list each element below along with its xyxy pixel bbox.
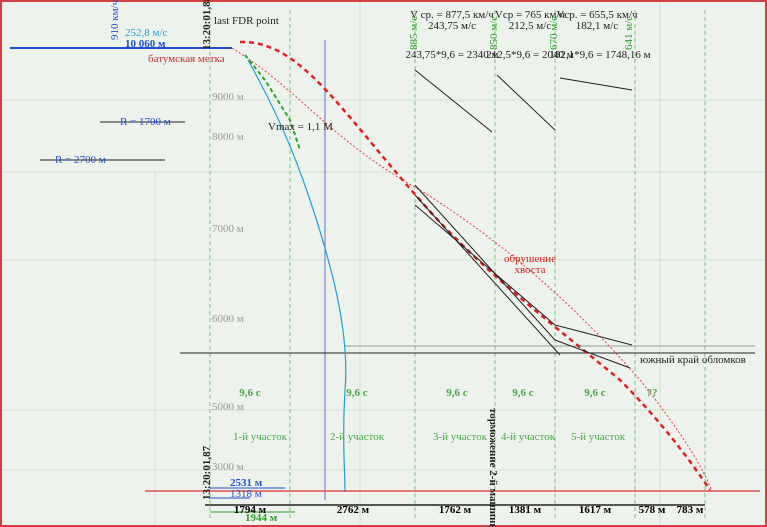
seg2-calc: 212,5*9,6 = 2040 м: [486, 49, 573, 61]
distance: 1762 м: [439, 504, 472, 516]
distance: 578 м: [639, 504, 666, 516]
seg2-ms: 212,5 м/с: [509, 20, 552, 32]
interval: 9,6 с: [584, 387, 606, 399]
vs1: 885 м/с: [408, 16, 420, 50]
seg1-ms: 243,75 м/с: [428, 20, 476, 32]
r2700-label: R = 2700 м: [55, 154, 106, 166]
time-bottom: 13:20:01,87: [201, 445, 213, 500]
alt: 9000 м: [212, 91, 244, 103]
rows: 9,6 с 9,6 с 9,6 с 9,6 с 9,6 с ?? 1-й участок 2-…: [233, 387, 704, 516]
segment-lines: [414, 69, 633, 369]
r1700-label: R = 1700 м: [120, 116, 171, 128]
interval: 9,6 с: [446, 387, 468, 399]
vs4: 641 м/с: [623, 16, 635, 50]
speed-ms: 252,8 м/с: [125, 27, 168, 39]
mark: батумская метка: [148, 53, 225, 65]
time-top: 13:20:01,88: [201, 0, 213, 50]
interval: 9,6 с: [346, 387, 368, 399]
distance: 2762 м: [337, 504, 370, 516]
interval: ??: [647, 387, 658, 399]
event-1: обрушение: [504, 253, 556, 265]
distance: 1794 м: [234, 504, 267, 516]
alt: 8000 м: [212, 131, 244, 143]
interval: 9,6 с: [512, 387, 534, 399]
distance: 783 м: [677, 504, 704, 516]
d-top-1: 2531 м: [230, 477, 263, 489]
section: 1-й участок: [233, 431, 288, 443]
seg1-v: V ср. = 877,5 км/ч: [410, 9, 494, 21]
alt: 5000 м: [212, 401, 244, 413]
seg3-ms: 182,1 м/с: [576, 20, 619, 32]
section: 4-й участок: [501, 431, 556, 443]
vs2: 850 м/с: [488, 16, 500, 50]
altitudes: 9000 м 8000 м 7000 м 6000 м 5000 м 3000 …: [212, 91, 244, 473]
distance: 1617 м: [579, 504, 612, 516]
alt: 7000 м: [212, 223, 244, 235]
distance: 1381 м: [509, 504, 542, 516]
seg3-calc: 182,1*9,6 = 1748,16 м: [549, 49, 650, 61]
debris: южный край обломков: [640, 354, 746, 366]
section: 3-й участок: [433, 431, 488, 443]
green-trajectory: [244, 54, 301, 151]
d-top-3: 1944 м: [245, 512, 278, 524]
vs3: 670 м/с: [548, 16, 560, 50]
speed-kmh: 910 км/ч: [109, 0, 121, 40]
cyan-trajectory: [247, 59, 347, 493]
section: 5-й участок: [571, 431, 626, 443]
trajectory-alt: [231, 47, 713, 493]
seg3-v: Vср. = 655,5 км/ч: [556, 9, 638, 21]
alt: 3000 м: [212, 461, 244, 473]
labels: 910 км/ч 252,8 м/с 10 060 м 13:20:01,88 …: [55, 0, 746, 527]
fdr: last FDR point: [214, 15, 279, 27]
section: 2-й участок: [330, 431, 385, 443]
interval: 9,6 с: [239, 387, 261, 399]
trajectory: [239, 40, 712, 491]
alt: 6000 м: [212, 313, 244, 325]
altitude: 10 060 м: [125, 38, 166, 50]
seg2-v: Vср = 765 км/ч: [495, 9, 566, 21]
vmax: Vmax = 1,1 M: [268, 121, 333, 133]
braking: торможение 2-й машины: [487, 408, 499, 527]
seg1-calc: 243,75*9,6 = 2340 м: [406, 49, 499, 61]
d-top-2: 1318 м: [230, 488, 262, 500]
event-2: хвоста: [514, 264, 545, 276]
